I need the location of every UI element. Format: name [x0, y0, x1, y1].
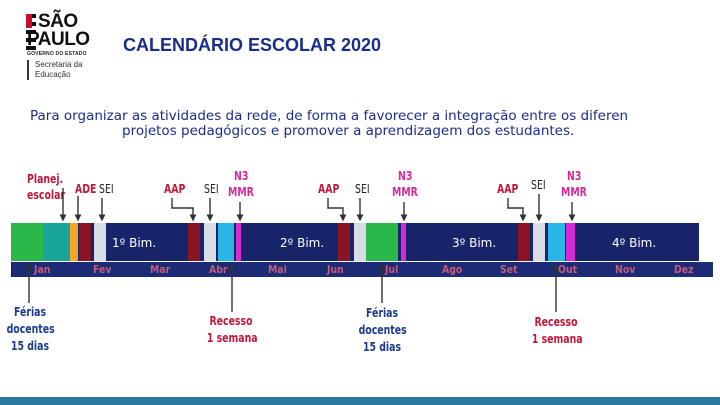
label-recesso-2: Recesso 1 semana — [531, 315, 583, 346]
segment-ferias-jan — [11, 223, 43, 261]
month-mai: Mai — [268, 263, 287, 276]
label-sei-1: SEI — [99, 182, 114, 196]
month-abr: Abr — [209, 263, 228, 276]
segment-mmr-1 — [236, 223, 241, 261]
label-n3-2: N3 — [398, 169, 413, 183]
label-sei-4: SEI — [531, 178, 546, 192]
label-escolar: escolar — [27, 188, 66, 202]
month-nov: Nov — [615, 263, 636, 276]
label-ade: ADE — [75, 182, 97, 196]
segment-aap-1 — [188, 223, 200, 261]
logo-governo: GOVERNO DO ESTADO — [27, 51, 87, 57]
label-ferias-1: Férias docentes 15 dias — [6, 305, 55, 353]
bimester-2: 2º Bim. — [280, 236, 325, 250]
arrow-aap-2 — [327, 198, 347, 222]
segment-recesso-2 — [548, 223, 565, 261]
months-bar — [11, 262, 713, 277]
logo-paulo: PAULO — [27, 29, 90, 50]
flag-icon — [26, 14, 36, 54]
logo-secretaria: Secretaria da — [35, 60, 83, 69]
month-dez: Dez — [674, 263, 694, 276]
segment-aap-2 — [338, 223, 350, 261]
month-set: Set — [500, 263, 518, 276]
segment-sei-4 — [533, 223, 545, 261]
page-title: CALENDÁRIO ESCOLAR 2020 — [123, 35, 382, 55]
month-mar: Mar — [150, 263, 171, 276]
label-sei-3: SEI — [355, 182, 370, 196]
label-n3-3: N3 — [567, 169, 582, 183]
footer-stripe — [0, 397, 720, 405]
label-recesso-1: Recesso 1 semana — [206, 314, 258, 345]
month-jun: Jun — [327, 263, 344, 276]
bimester-3: 3º Bim. — [452, 236, 497, 250]
segment-recesso-1 — [218, 223, 234, 261]
month-out: Out — [558, 263, 578, 276]
month-jan: Jan — [34, 263, 51, 276]
logo-divider — [27, 60, 29, 80]
month-ago: Ago — [442, 263, 463, 276]
label-ferias-2: Férias docentes 15 dias — [358, 306, 407, 354]
label-mmr-2: MMR — [392, 185, 418, 199]
month-jul: Jul — [385, 263, 399, 276]
arrow-aap-1 — [171, 198, 197, 222]
label-sei-2: SEI — [204, 182, 219, 196]
segment-mmr-3 — [566, 223, 575, 261]
label-mmr-3: MMR — [561, 185, 587, 199]
logo-sao: SÃO — [38, 11, 78, 32]
label-mmr-1: MMR — [228, 185, 254, 199]
segment-ade — [70, 223, 78, 261]
description-line-2: projetos pedagógicos e promover a aprend… — [122, 123, 575, 139]
segment-aap-1a — [79, 223, 91, 261]
logo-educacao: Educação — [35, 70, 71, 79]
segment-sei-3 — [354, 223, 366, 261]
segment-ferias-jul — [366, 223, 398, 261]
label-aap-1: AAP — [164, 182, 186, 196]
segment-sei-1 — [94, 223, 106, 261]
segment-mmr-2 — [401, 223, 406, 261]
label-planej: Planej. — [27, 172, 64, 186]
label-n3-1: N3 — [234, 169, 249, 183]
segment-aap-3 — [518, 223, 530, 261]
month-fev: Fev — [93, 263, 112, 276]
bimester-1: 1º Bim. — [112, 236, 157, 250]
bimester-4: 4º Bim. — [612, 236, 657, 250]
label-aap-2: AAP — [318, 182, 340, 196]
segment-planej — [43, 223, 70, 261]
description-line-1: Para organizar as atividades da rede, de… — [30, 108, 629, 124]
label-aap-3: AAP — [497, 182, 519, 196]
arrow-aap-3 — [507, 198, 527, 222]
segment-sei-2 — [204, 223, 216, 261]
